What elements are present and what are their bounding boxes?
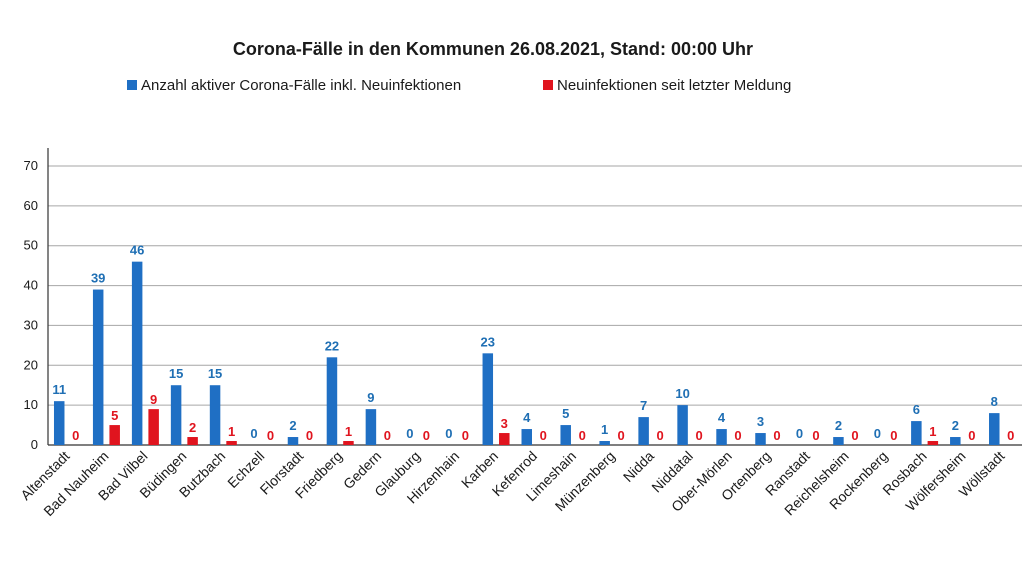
data-label-active-cases-12: 4: [523, 410, 531, 425]
data-label-active-cases-6: 2: [289, 418, 296, 433]
bar-active-cases-1: [92, 289, 104, 445]
data-label-active-cases-11: 23: [481, 334, 495, 349]
y-tick-label: 60: [24, 198, 38, 213]
legend-swatch-new-infections: [543, 80, 553, 90]
data-label-active-cases-17: 4: [718, 410, 726, 425]
data-label-active-cases-19: 0: [796, 426, 803, 441]
data-label-active-cases-4: 15: [208, 366, 222, 381]
bars: [53, 261, 1000, 445]
bar-active-cases-2: [131, 261, 143, 445]
bar-new-infections-11: [499, 433, 510, 445]
data-label-new-infections-17: 0: [734, 428, 741, 443]
data-label-new-infections-11: 3: [501, 416, 508, 431]
data-label-new-infections-19: 0: [812, 428, 819, 443]
bar-active-cases-20: [833, 437, 844, 445]
bar-active-cases-24: [989, 413, 1000, 445]
data-label-new-infections-15: 0: [657, 428, 664, 443]
bar-active-cases-4: [209, 385, 221, 445]
bar-active-cases-7: [326, 357, 338, 445]
y-tick-label: 50: [24, 238, 38, 253]
data-label-new-infections-3: 2: [189, 420, 196, 435]
data-label-new-infections-6: 0: [306, 428, 313, 443]
bar-active-cases-8: [365, 409, 377, 445]
legend: Anzahl aktiver Corona-Fälle inkl. Neuinf…: [127, 77, 791, 94]
data-label-active-cases-23: 2: [952, 418, 959, 433]
y-tick-label: 30: [24, 317, 38, 332]
data-label-new-infections-16: 0: [695, 428, 702, 443]
data-label-active-cases-0: 11: [52, 382, 66, 397]
y-tick-label: 20: [24, 357, 38, 372]
data-label-new-infections-20: 0: [851, 428, 858, 443]
data-label-new-infections-9: 0: [423, 428, 430, 443]
legend-swatch-active-cases: [127, 80, 137, 90]
bar-active-cases-15: [638, 417, 649, 445]
data-label-new-infections-13: 0: [579, 428, 586, 443]
bar-new-infections-1: [109, 425, 120, 445]
legend-label-active-cases: Anzahl aktiver Corona-Fälle inkl. Neuinf…: [141, 77, 461, 94]
gridlines: [48, 165, 1022, 446]
data-label-active-cases-15: 7: [640, 398, 647, 413]
data-label-active-cases-9: 0: [406, 426, 413, 441]
bar-active-cases-17: [716, 429, 727, 445]
y-tick-label: 70: [24, 158, 38, 173]
bar-active-cases-13: [560, 425, 571, 445]
data-label-new-infections-21: 0: [890, 428, 897, 443]
data-label-active-cases-22: 6: [913, 402, 920, 417]
data-label-active-cases-7: 22: [325, 338, 339, 353]
bar-active-cases-16: [677, 405, 688, 445]
y-tick-label: 10: [24, 397, 38, 412]
bar-active-cases-22: [911, 421, 922, 445]
data-label-new-infections-24: 0: [1007, 428, 1014, 443]
data-label-active-cases-18: 3: [757, 414, 764, 429]
bar-new-infections-22: [927, 441, 939, 445]
bar-active-cases-23: [950, 437, 961, 445]
data-label-active-cases-20: 2: [835, 418, 842, 433]
bar-new-infections-4: [226, 441, 237, 445]
data-label-active-cases-3: 15: [169, 366, 183, 381]
data-label-new-infections-18: 0: [773, 428, 780, 443]
data-label-active-cases-2: 46: [130, 243, 144, 258]
data-label-active-cases-13: 5: [562, 406, 569, 421]
bar-active-cases-0: [53, 401, 65, 445]
data-label-active-cases-8: 9: [367, 390, 374, 405]
x-tick-label: Nidda: [620, 448, 657, 485]
data-label-active-cases-5: 0: [250, 426, 257, 441]
bar-active-cases-18: [755, 433, 766, 445]
y-tick-label: 40: [24, 278, 38, 293]
data-label-new-infections-14: 0: [618, 428, 625, 443]
bar-active-cases-11: [482, 353, 494, 445]
data-label-new-infections-5: 0: [267, 428, 274, 443]
data-label-active-cases-21: 0: [874, 426, 881, 441]
bar-new-infections-7: [343, 441, 354, 445]
y-tick-label: 0: [31, 437, 38, 452]
data-label-active-cases-1: 39: [91, 271, 105, 286]
data-label-new-infections-2: 9: [150, 392, 157, 407]
y-axis: 0 10 20 30 40 50 60 70: [24, 148, 49, 452]
bar-active-cases-3: [170, 385, 182, 445]
chart-title: Corona-Fälle in den Kommunen 26.08.2021,…: [233, 39, 753, 59]
data-label-new-infections-4: 1: [228, 424, 235, 439]
data-label-active-cases-16: 10: [675, 386, 689, 401]
data-label-new-infections-8: 0: [384, 428, 391, 443]
data-label-active-cases-10: 0: [445, 426, 452, 441]
data-label-new-infections-22: 1: [929, 424, 936, 439]
data-label-new-infections-12: 0: [540, 428, 547, 443]
data-label-new-infections-10: 0: [462, 428, 469, 443]
bar-new-infections-2: [148, 409, 159, 445]
legend-label-new-infections: Neuinfektionen seit letzter Meldung: [557, 77, 791, 94]
data-label-new-infections-1: 5: [111, 408, 118, 423]
data-label-new-infections-0: 0: [72, 428, 79, 443]
data-label-active-cases-14: 1: [601, 422, 608, 437]
bar-active-cases-6: [287, 437, 299, 445]
data-label-active-cases-24: 8: [991, 394, 998, 409]
data-label-new-infections-23: 0: [968, 428, 975, 443]
bar-new-infections-3: [187, 437, 198, 445]
bar-active-cases-12: [521, 429, 532, 445]
bar-active-cases-14: [599, 441, 610, 445]
data-label-new-infections-7: 1: [345, 424, 352, 439]
